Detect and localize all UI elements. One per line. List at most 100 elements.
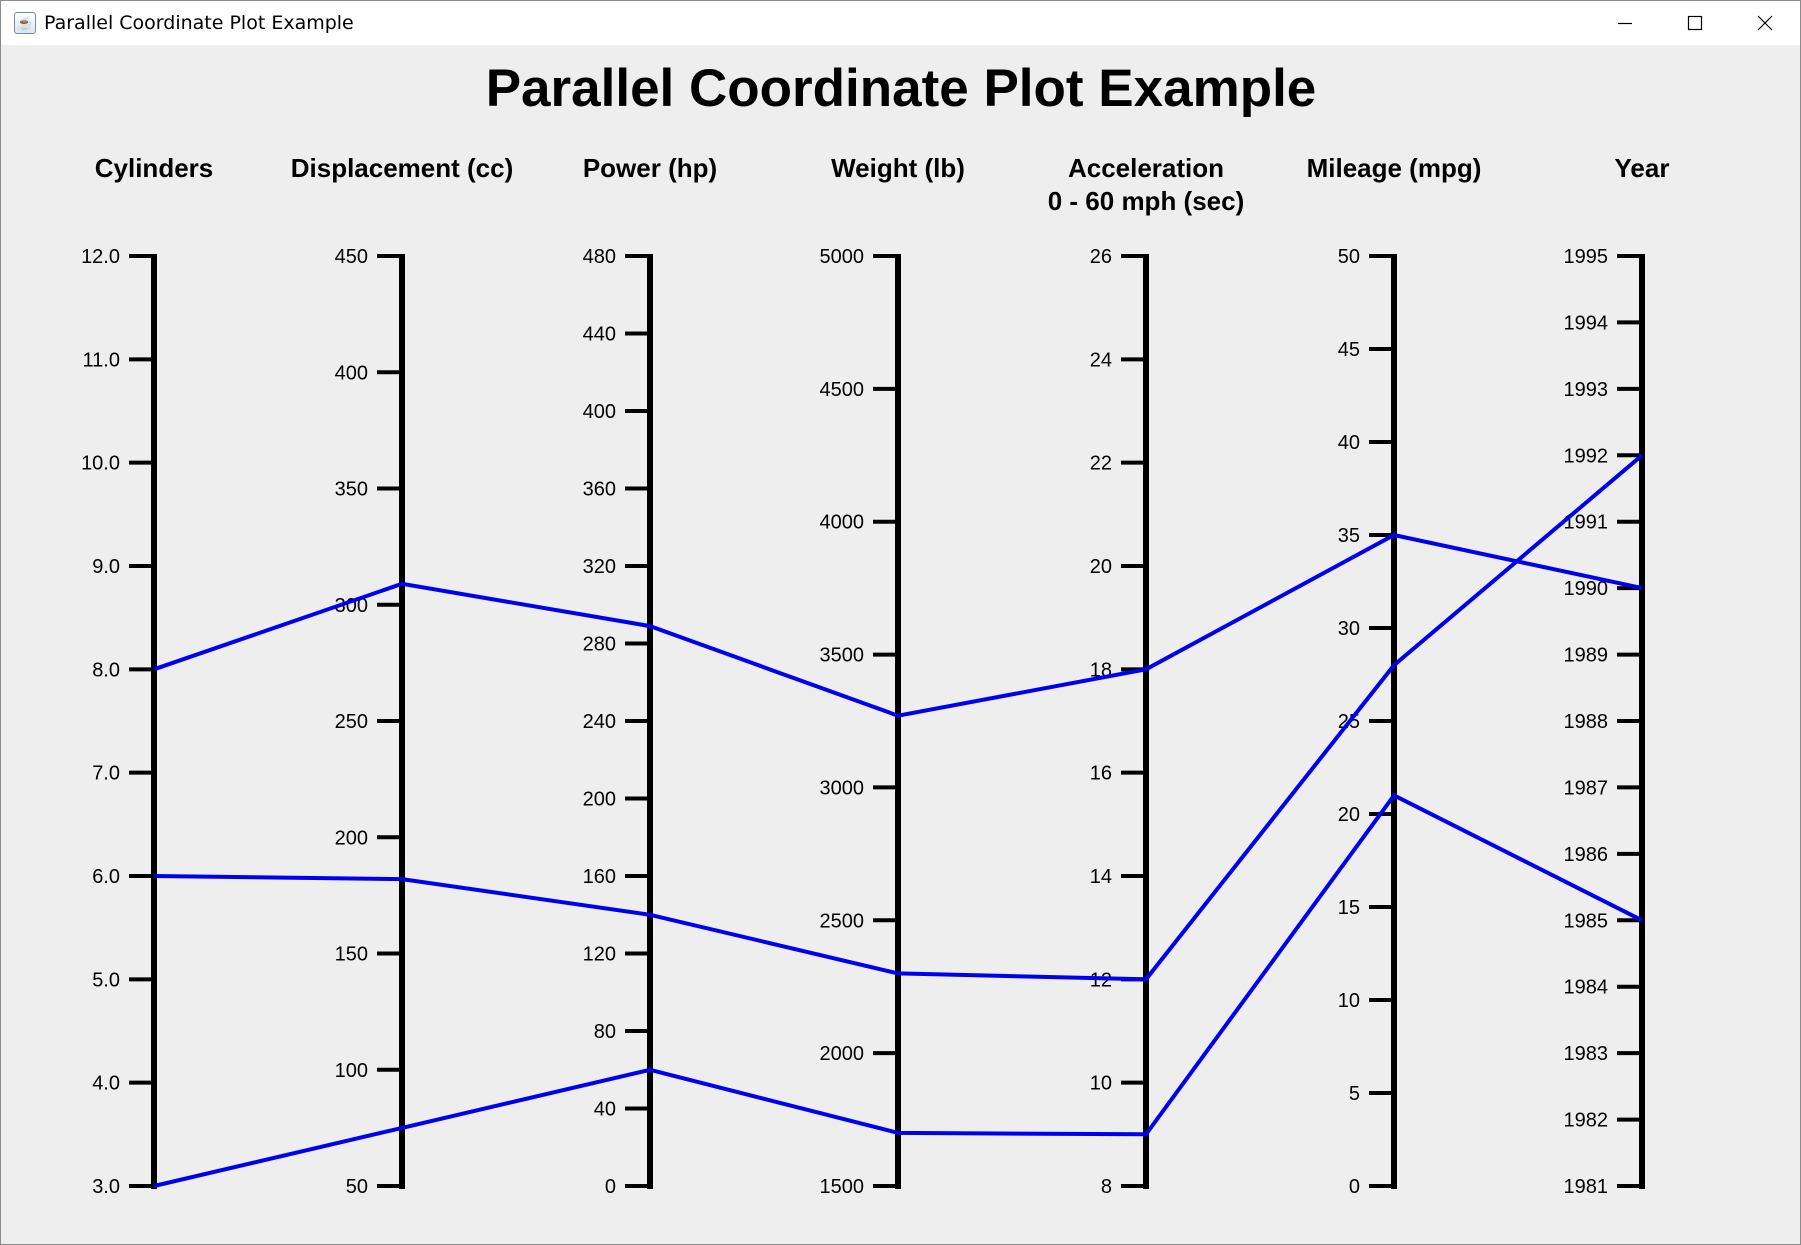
- axis-3: Weight (lb) 1500 2000 2500 3000 3500 4000 4500 5…: [820, 153, 965, 1198]
- window-title: Parallel Coordinate Plot Example: [44, 12, 354, 34]
- tick-label: 1992: [1564, 445, 1609, 467]
- tick-label: 400: [583, 401, 616, 423]
- tick-label: 5000: [820, 246, 865, 268]
- tick-label: 10: [1090, 1073, 1112, 1095]
- tick-label: 45: [1338, 339, 1360, 361]
- parallel-coordinate-chart: Parallel Coordinate Plot Example Cylinde…: [81, 59, 1670, 1198]
- chart-title: Parallel Coordinate Plot Example: [486, 59, 1317, 118]
- tick-label: 0: [605, 1176, 616, 1198]
- axis-2: Power (hp) 0 40 80 120 160 200 240 280 320 360 400 4…: [583, 153, 718, 1198]
- series-line-1: [153, 453, 1644, 982]
- tick-label: 20: [1338, 804, 1360, 826]
- axis-label: Weight (lb): [831, 153, 965, 183]
- tick-label: 0: [1349, 1176, 1360, 1198]
- tick-label: 4000: [820, 512, 865, 534]
- tick-label: 200: [583, 789, 616, 811]
- tick-label: 1982: [1564, 1110, 1609, 1132]
- tick-label: 24: [1090, 349, 1112, 371]
- tick-label: 250: [335, 711, 368, 733]
- tick-label: 1994: [1564, 312, 1609, 334]
- tick-label: 5: [1349, 1083, 1360, 1105]
- axis-label: Displacement (cc): [291, 153, 514, 183]
- tick-label: 7.0: [92, 763, 120, 785]
- tick-label: 320: [583, 556, 616, 578]
- tick-label: 240: [583, 711, 616, 733]
- tick-label: 9.0: [92, 556, 120, 578]
- tick-label: 26: [1090, 246, 1112, 268]
- title-bar[interactable]: ☕ Parallel Coordinate Plot Example: [1, 1, 1800, 45]
- tick-label: 1985: [1564, 910, 1609, 932]
- tick-label: 40: [594, 1099, 616, 1121]
- tick-label: 10.0: [81, 453, 120, 475]
- tick-label: 400: [335, 362, 368, 384]
- axis-1: Displacement (cc)50100150200250300350400…: [291, 153, 514, 1198]
- tick-label: 16: [1090, 763, 1112, 785]
- tick-label: 1988: [1564, 711, 1609, 733]
- tick-label: 280: [583, 634, 616, 656]
- tick-label: 50: [346, 1176, 368, 1198]
- tick-label: 1989: [1564, 645, 1609, 667]
- axis-label: Cylinders: [95, 153, 214, 183]
- tick-label: 1993: [1564, 379, 1609, 401]
- close-button[interactable]: [1730, 1, 1800, 45]
- tick-label: 8: [1101, 1176, 1112, 1198]
- tick-label: 1981: [1564, 1176, 1609, 1198]
- tick-label: 1984: [1564, 977, 1609, 999]
- tick-label: 80: [594, 1021, 616, 1043]
- tick-label: 3500: [820, 645, 865, 667]
- axis-label: Power (hp): [583, 153, 717, 183]
- tick-label: 12: [1090, 969, 1112, 991]
- tick-label: 200: [335, 827, 368, 849]
- tick-label: 11.0: [83, 349, 120, 371]
- tick-label: 450: [335, 246, 368, 268]
- tick-label: 8.0: [92, 659, 120, 681]
- tick-label: 1983: [1564, 1043, 1609, 1065]
- window-controls: [1590, 1, 1800, 45]
- axis-label: Mileage (mpg): [1307, 153, 1482, 183]
- tick-label: 480: [583, 246, 616, 268]
- tick-label: 100: [335, 1060, 368, 1082]
- tick-label: 22: [1090, 453, 1112, 475]
- tick-label: 12.0: [81, 246, 120, 268]
- tick-label: 360: [583, 479, 616, 501]
- tick-label: 30: [1338, 618, 1360, 640]
- series-line-0: [153, 532, 1643, 718]
- tick-label: 160: [583, 866, 616, 888]
- tick-label: 1986: [1564, 844, 1609, 866]
- tick-label: 5.0: [92, 969, 120, 991]
- tick-label: 4.0: [92, 1073, 120, 1095]
- tick-label: 2000: [820, 1043, 865, 1065]
- axis-6: Year 1981 1982 1983 1984 1985 1986 1987 1988 1989…: [1564, 153, 1670, 1198]
- chart-area: Parallel Coordinate Plot Example Cylinde…: [1, 45, 1800, 1244]
- tick-label: 50: [1338, 246, 1360, 268]
- tick-label: 1991: [1564, 512, 1609, 534]
- axis-label: 0 - 60 mph (sec): [1048, 186, 1245, 216]
- tick-label: 150: [335, 944, 368, 966]
- tick-label: 440: [583, 324, 616, 346]
- tick-label: 1995: [1564, 246, 1609, 268]
- series-line-2: [153, 792, 1643, 1188]
- tick-label: 10: [1338, 990, 1360, 1012]
- tick-label: 1987: [1564, 777, 1609, 799]
- tick-label: 3000: [820, 777, 865, 799]
- tick-label: 4500: [820, 379, 865, 401]
- tick-label: 14: [1090, 866, 1112, 888]
- tick-label: 1500: [820, 1176, 865, 1198]
- minimize-button[interactable]: [1590, 1, 1660, 45]
- maximize-icon: [1687, 15, 1703, 31]
- minimize-icon: [1618, 22, 1632, 25]
- tick-label: 40: [1338, 432, 1360, 454]
- maximize-button[interactable]: [1660, 1, 1730, 45]
- tick-label: 2500: [820, 910, 865, 932]
- tick-label: 350: [335, 479, 368, 501]
- tick-label: 120: [583, 944, 616, 966]
- tick-label: 35: [1338, 525, 1360, 547]
- axis-0: Cylinders 3.0 4.0 5.0 6.0 7.0 8.0 9.0 10.0 11.0 12…: [81, 153, 213, 1198]
- tick-label: 20: [1090, 556, 1112, 578]
- tick-label: 3.0: [92, 1176, 120, 1198]
- tick-label: 15: [1338, 897, 1360, 919]
- java-coffee-icon: ☕: [14, 12, 36, 34]
- axis-label: Acceleration: [1068, 153, 1224, 183]
